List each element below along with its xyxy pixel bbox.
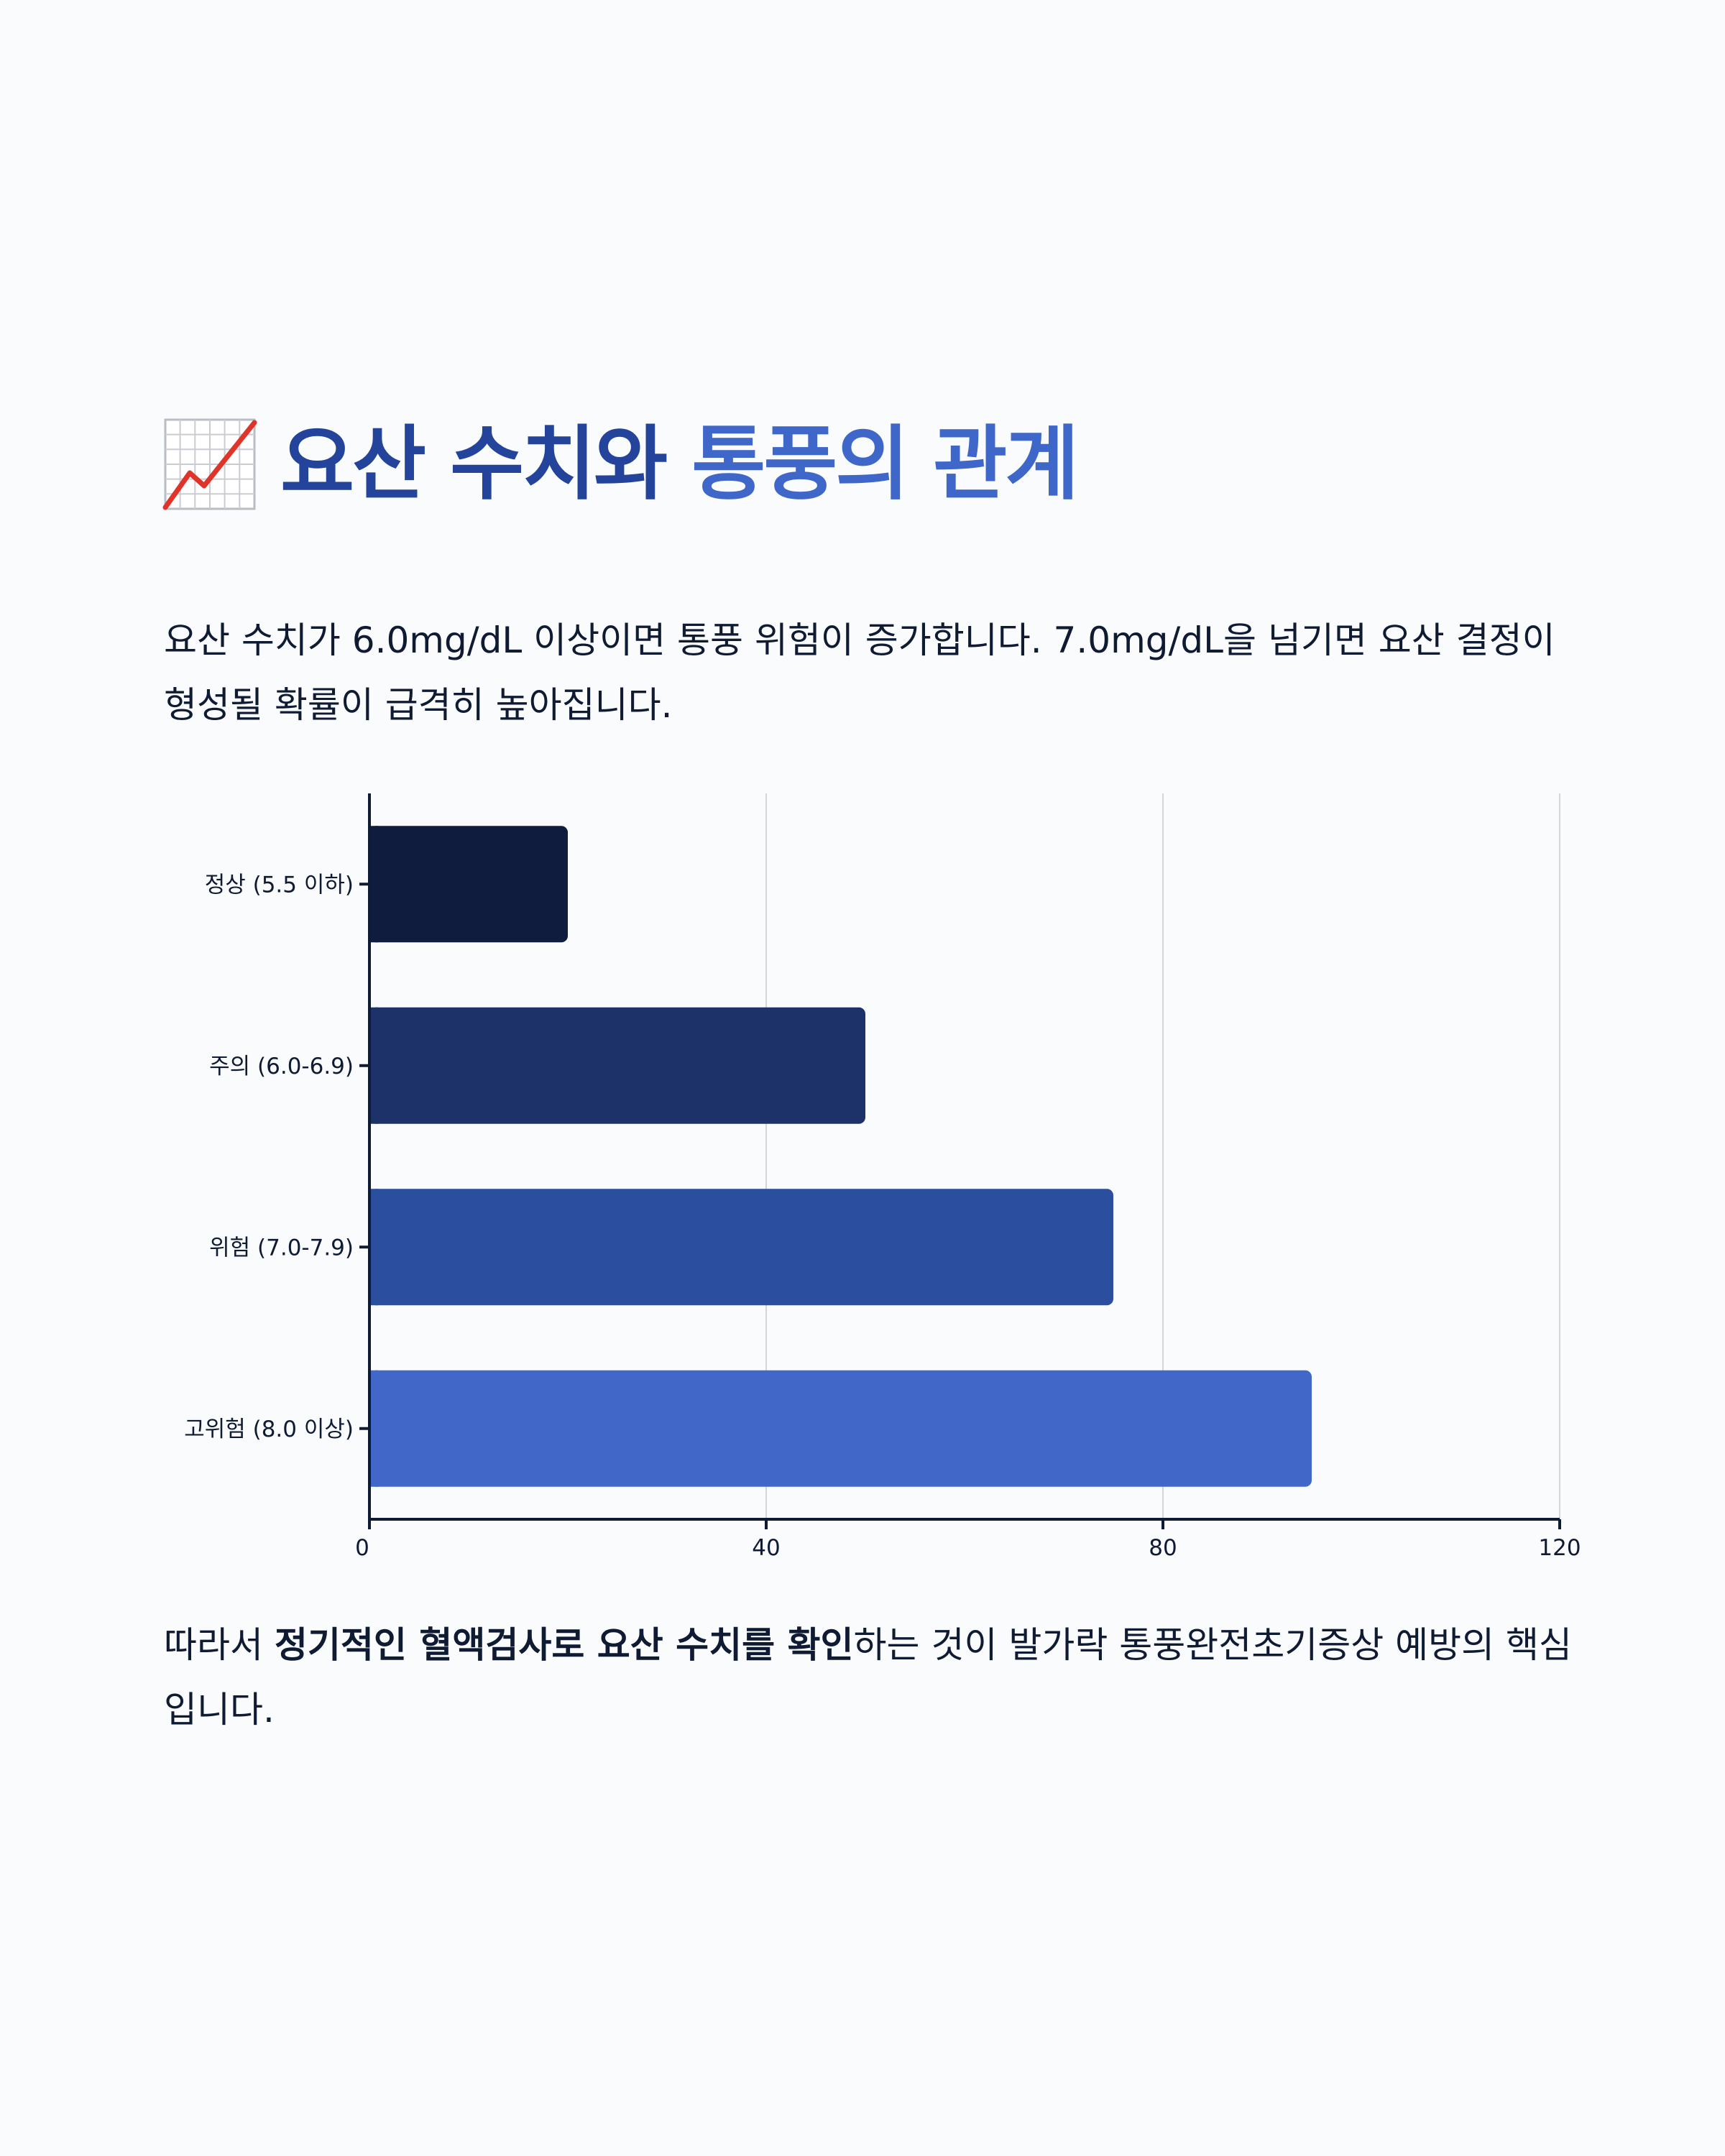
bar-left-edge bbox=[369, 826, 378, 943]
y-tick-label: 고위험 (8.0 이상) bbox=[184, 1416, 354, 1442]
outro-paragraph: 따라서 정기적인 혈액검사로 요산 수치를 확인하는 것이 발가락 통풍완전초기… bbox=[164, 1613, 1573, 1742]
bar-left-edge bbox=[369, 1007, 378, 1124]
title-part-2: 통풍의 관계 bbox=[691, 418, 1079, 511]
x-tick-label: 80 bbox=[1149, 1535, 1177, 1561]
y-tick-label: 위험 (7.0-7.9) bbox=[209, 1235, 354, 1261]
chart-increasing-icon bbox=[162, 418, 257, 510]
outro-after: 하는 것이 발가락 통풍완전초기증상 예방의 핵심입니다. bbox=[164, 1624, 1573, 1731]
uric-acid-bar-chart: 정상 (5.5 이하) 주의 (6.0-6.9) 위험 (7.0-7.9) 고위험 (… bbox=[184, 793, 1581, 1561]
y-tick-label: 정상 (5.5 이하) bbox=[205, 872, 354, 898]
intro-paragraph: 요산 수치가 6.0mg/dL 이상이면 통풍 위험이 증가합니다. 7.0mg… bbox=[164, 619, 1555, 726]
y-tick-label: 주의 (6.0-6.9) bbox=[209, 1054, 354, 1079]
x-tick-label: 40 bbox=[752, 1535, 780, 1561]
bar-left-edge bbox=[369, 1189, 378, 1306]
bar-left-edge bbox=[369, 1370, 378, 1487]
page-title: 요산 수치와 통풍의 관계 bbox=[280, 424, 1079, 505]
outro-before: 따라서 bbox=[164, 1624, 275, 1666]
bar bbox=[369, 1370, 1312, 1487]
title-part-1: 요산 수치와 bbox=[280, 418, 692, 511]
bar bbox=[369, 1189, 1113, 1306]
outro-emphasis: 정기적인 혈액검사로 요산 수치를 확인 bbox=[274, 1624, 854, 1666]
x-tick-label: 0 bbox=[355, 1535, 369, 1561]
x-tick-label: 120 bbox=[1538, 1535, 1581, 1561]
bar bbox=[369, 826, 568, 943]
bar bbox=[369, 1007, 865, 1124]
page-header: 요산 수치와 통풍의 관계 bbox=[162, 417, 1079, 512]
